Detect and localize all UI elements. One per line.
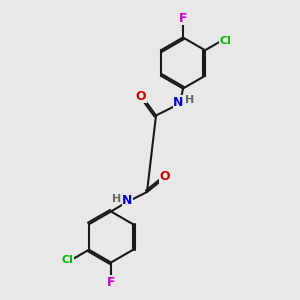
Text: O: O xyxy=(136,89,146,103)
Text: F: F xyxy=(179,11,187,25)
Text: N: N xyxy=(122,194,133,208)
Text: F: F xyxy=(107,275,115,289)
Text: Cl: Cl xyxy=(219,36,231,46)
Text: O: O xyxy=(160,170,170,184)
Text: Cl: Cl xyxy=(61,255,73,265)
Text: H: H xyxy=(185,95,194,105)
Text: N: N xyxy=(173,95,184,109)
Text: H: H xyxy=(112,194,121,204)
